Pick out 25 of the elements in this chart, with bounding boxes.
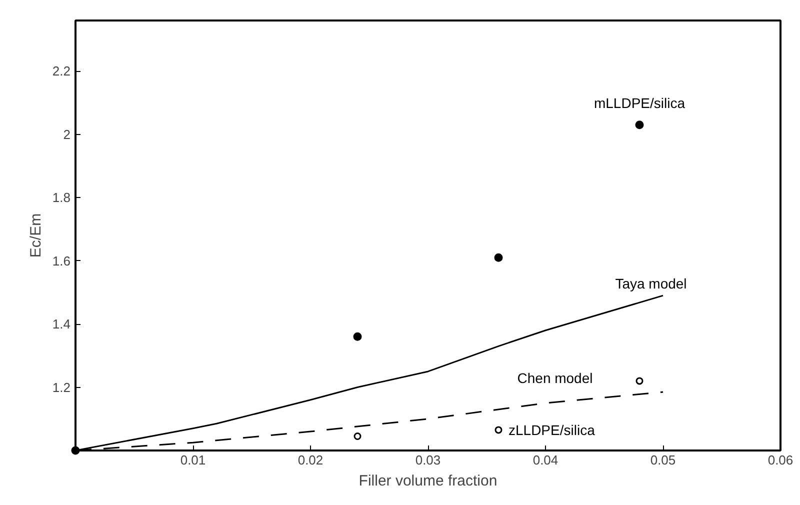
point (71, 446, 80, 455)
series-label: Chen model (517, 370, 593, 386)
point (354, 432, 362, 440)
x-tick-label: 0.06 (768, 452, 794, 468)
point (636, 377, 644, 385)
point (494, 426, 502, 434)
y-tick-label: 1.2 (52, 380, 71, 395)
y-tick-label: 1.6 (52, 253, 71, 268)
series-label: Taya model (615, 276, 687, 292)
y-tick-label: 2 (63, 126, 71, 142)
x-axis-title: Filler volume fraction (358, 472, 498, 490)
y-tick-label: 1.4 (52, 316, 71, 332)
point (353, 332, 362, 341)
x-tick-label: 0.01 (180, 452, 206, 468)
series-label: mLLDPE/silica (594, 94, 686, 111)
point (635, 120, 644, 130)
x-tick-label: 0.04 (532, 452, 558, 468)
y-tick-label: 2.2 (52, 64, 71, 79)
x-tick-label: 0.03 (415, 452, 441, 468)
point (494, 253, 503, 262)
x-tick-label: 0.05 (650, 452, 676, 468)
y-tick-label: 1.8 (52, 190, 71, 206)
y-axis-title: Ec/Em (27, 213, 44, 258)
series-label: zLLDPE/silica (508, 422, 596, 438)
x-tick-label: 0.02 (298, 452, 324, 468)
